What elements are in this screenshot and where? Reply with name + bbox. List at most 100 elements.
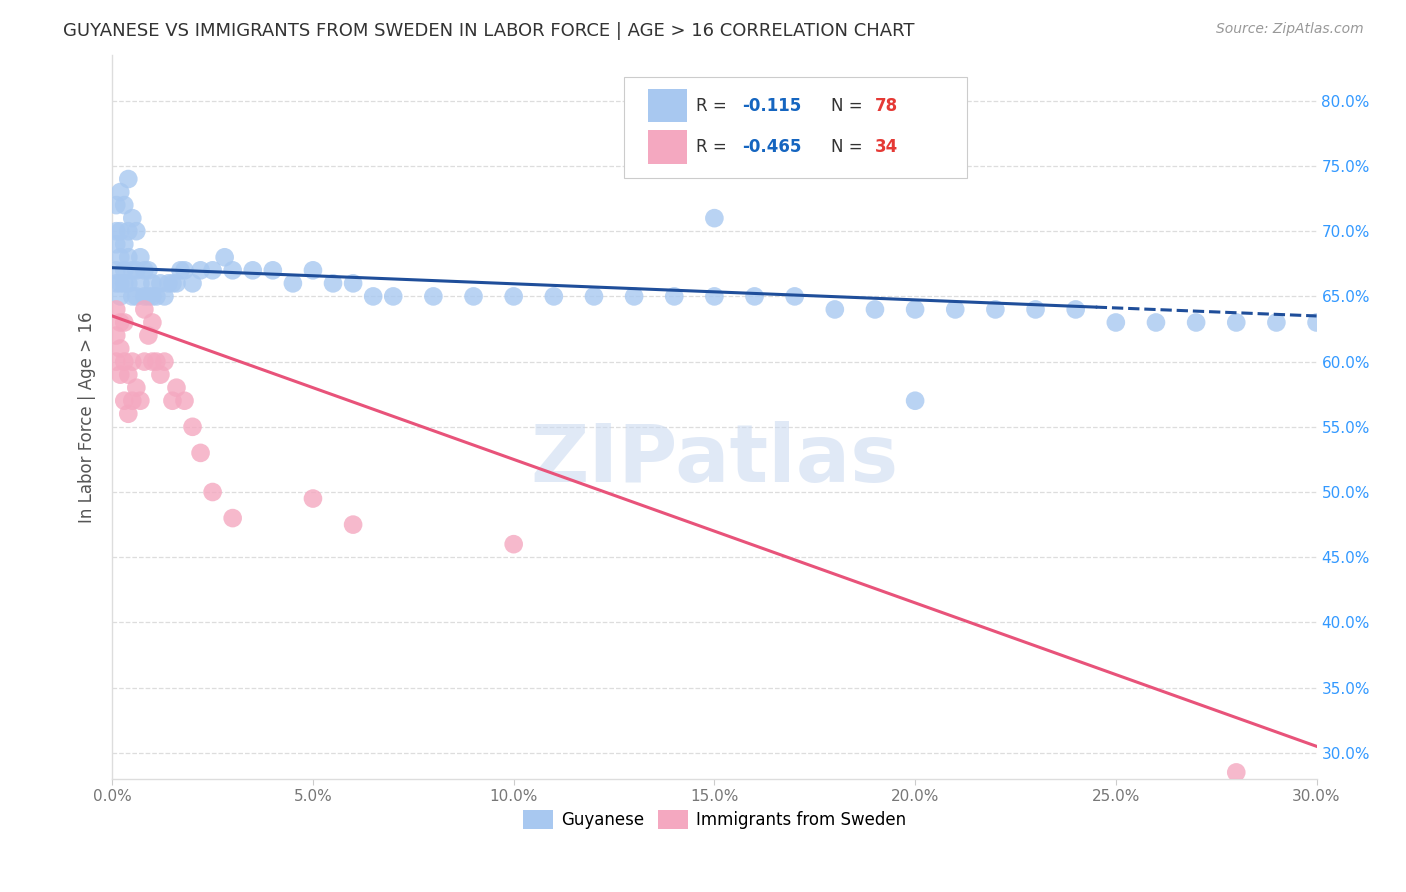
Point — [190, 446, 212, 460]
Point — [138, 289, 160, 303]
Point — [110, 316, 132, 330]
Point — [105, 277, 128, 291]
Point — [342, 517, 364, 532]
Text: N =: N = — [831, 138, 868, 156]
Point — [134, 263, 156, 277]
Point — [112, 263, 135, 277]
Point — [105, 302, 128, 317]
Point — [141, 289, 163, 303]
Point — [112, 237, 135, 252]
Text: -0.115: -0.115 — [742, 97, 801, 115]
Point — [582, 289, 605, 303]
Point — [117, 172, 139, 186]
Point — [181, 419, 204, 434]
Point — [141, 316, 163, 330]
Point — [543, 289, 565, 303]
Point — [783, 289, 806, 303]
Text: GUYANESE VS IMMIGRANTS FROM SWEDEN IN LABOR FORCE | AGE > 16 CORRELATION CHART: GUYANESE VS IMMIGRANTS FROM SWEDEN IN LA… — [63, 22, 915, 40]
Point — [145, 354, 167, 368]
Point — [214, 250, 236, 264]
FancyBboxPatch shape — [648, 89, 686, 122]
Point — [190, 263, 212, 277]
Point — [141, 277, 163, 291]
Legend: Guyanese, Immigrants from Sweden: Guyanese, Immigrants from Sweden — [516, 803, 912, 836]
Point — [302, 263, 325, 277]
Point — [169, 263, 191, 277]
Point — [121, 354, 143, 368]
FancyBboxPatch shape — [648, 130, 686, 164]
Point — [943, 302, 966, 317]
Text: 78: 78 — [875, 97, 897, 115]
Point — [125, 289, 148, 303]
Point — [262, 263, 284, 277]
Point — [153, 354, 176, 368]
Y-axis label: In Labor Force | Age > 16: In Labor Force | Age > 16 — [79, 311, 96, 523]
Text: R =: R = — [696, 97, 733, 115]
Point — [162, 277, 184, 291]
Point — [173, 393, 195, 408]
Point — [138, 263, 160, 277]
Point — [157, 277, 180, 291]
Point — [1305, 316, 1327, 330]
Point — [664, 289, 686, 303]
Point — [342, 277, 364, 291]
Point — [105, 263, 128, 277]
Point — [125, 263, 148, 277]
Point — [166, 381, 188, 395]
Point — [361, 289, 384, 303]
Text: ZIPatlas: ZIPatlas — [530, 421, 898, 500]
Point — [744, 289, 766, 303]
Point — [181, 277, 204, 291]
Text: N =: N = — [831, 97, 868, 115]
Point — [117, 407, 139, 421]
Point — [904, 302, 927, 317]
Point — [382, 289, 405, 303]
Point — [129, 393, 152, 408]
Point — [221, 263, 243, 277]
Point — [134, 289, 156, 303]
Point — [134, 354, 156, 368]
Point — [623, 289, 645, 303]
Point — [110, 289, 132, 303]
Point — [110, 185, 132, 199]
Text: R =: R = — [696, 138, 733, 156]
Point — [153, 289, 176, 303]
Point — [201, 263, 224, 277]
Point — [112, 393, 135, 408]
Point — [1144, 316, 1167, 330]
FancyBboxPatch shape — [624, 77, 967, 178]
Point — [1025, 302, 1047, 317]
Point — [121, 393, 143, 408]
Point — [129, 250, 152, 264]
Point — [110, 224, 132, 238]
Point — [1185, 316, 1208, 330]
Point — [904, 393, 927, 408]
Point — [121, 211, 143, 226]
Point — [149, 368, 172, 382]
Point — [105, 354, 128, 368]
Point — [703, 289, 725, 303]
Point — [1225, 316, 1247, 330]
Point — [125, 224, 148, 238]
Text: 34: 34 — [875, 138, 898, 156]
Point — [824, 302, 846, 317]
Point — [125, 381, 148, 395]
Point — [422, 289, 444, 303]
Point — [149, 277, 172, 291]
Point — [703, 211, 725, 226]
Point — [1265, 316, 1288, 330]
Point — [162, 393, 184, 408]
Point — [117, 368, 139, 382]
Point — [105, 198, 128, 212]
Point — [121, 289, 143, 303]
Point — [117, 250, 139, 264]
Point — [110, 277, 132, 291]
Point — [502, 289, 524, 303]
Point — [117, 224, 139, 238]
Point — [134, 302, 156, 317]
Point — [1225, 765, 1247, 780]
Point — [110, 250, 132, 264]
Point — [173, 263, 195, 277]
Point — [145, 289, 167, 303]
Point — [117, 277, 139, 291]
